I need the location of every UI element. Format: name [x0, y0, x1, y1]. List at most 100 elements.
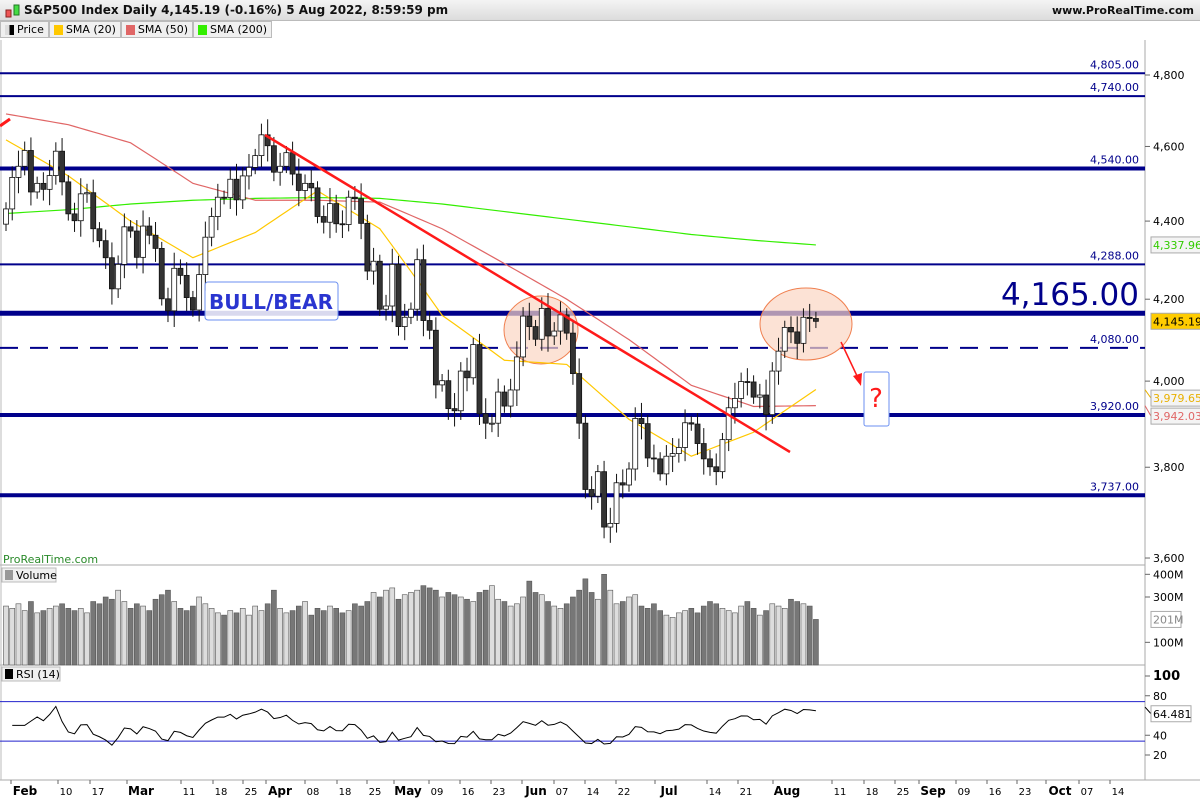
volume-bar — [638, 605, 645, 666]
volume-bar — [482, 589, 489, 666]
volume-bar — [34, 612, 40, 666]
volume-bar — [806, 605, 813, 666]
rsi-swatch — [5, 669, 13, 679]
volume-bar — [177, 608, 184, 666]
volume-bar — [221, 614, 227, 666]
candle-up — [513, 356, 520, 391]
volume-bar — [676, 612, 682, 666]
x-tick-label: May — [394, 784, 422, 798]
candles-icon — [5, 4, 20, 18]
volume-bar — [376, 596, 383, 666]
volume-bar — [451, 594, 458, 666]
rsi-tick-label: 80 — [1153, 690, 1167, 703]
question-mark: ? — [869, 384, 883, 414]
volume-bar — [202, 603, 209, 666]
x-tick-label: 17 — [92, 787, 105, 798]
candle-down — [482, 413, 489, 424]
candle-up — [277, 165, 284, 173]
x-tick-label: 09 — [958, 787, 971, 798]
candle-up — [507, 389, 514, 407]
sma200-line — [5, 196, 816, 246]
legend-sma50[interactable]: SMA (50) — [120, 21, 193, 38]
candle-down — [644, 423, 651, 459]
volume-bar — [40, 610, 47, 666]
candle-up — [227, 178, 234, 198]
volume-bar — [308, 614, 315, 666]
volume-bar — [115, 589, 121, 666]
volume-bar — [9, 608, 16, 666]
candle-down — [476, 344, 483, 415]
volume-bar — [700, 605, 707, 666]
candle-up — [551, 330, 558, 337]
x-tick-label: Jun — [524, 784, 547, 798]
candle-down — [638, 418, 645, 425]
candle-down — [146, 225, 153, 236]
volume-bar — [781, 608, 788, 666]
x-tick-label: 08 — [307, 787, 320, 798]
volume-bar — [657, 610, 663, 666]
volume-bar — [576, 589, 582, 666]
candle-down — [158, 248, 165, 300]
volume-bar — [196, 596, 202, 666]
candle-down — [71, 213, 78, 222]
candle-down — [794, 331, 801, 344]
volume-bar — [582, 578, 589, 666]
volume-bar — [158, 594, 165, 666]
y-tick-label: 4,200 — [1153, 293, 1185, 306]
candle-down — [788, 327, 794, 333]
volume-bar — [15, 603, 22, 666]
candle-up — [46, 175, 53, 190]
level-label: 4,080.00 — [1090, 333, 1139, 346]
candle-down — [376, 260, 383, 310]
level-label: 4,540.00 — [1090, 154, 1139, 167]
big-level-label: 4,165.00 — [1001, 277, 1139, 313]
volume-bar — [445, 592, 452, 666]
volume-bar — [53, 605, 59, 666]
legend-price[interactable]: Price — [0, 21, 49, 38]
candle-down — [289, 152, 296, 175]
candle-up — [682, 422, 688, 448]
volume-bar — [769, 603, 776, 666]
volume-bar — [401, 594, 408, 666]
sma20-value-connector — [1144, 389, 1152, 399]
sma200-swatch — [198, 24, 207, 35]
volume-bar — [551, 605, 558, 666]
volume-bar — [464, 598, 470, 666]
candle-up — [370, 260, 377, 272]
volume-bar — [545, 601, 551, 666]
legend-sma200[interactable]: SMA (200) — [193, 21, 273, 38]
volume-bar — [352, 603, 358, 666]
candle-up — [34, 182, 41, 193]
volume-bar — [813, 619, 819, 666]
candle-down — [233, 178, 240, 201]
candle-up — [775, 350, 782, 372]
volume-bar — [439, 596, 445, 666]
candle-down — [152, 234, 159, 249]
sma50-line — [5, 113, 816, 408]
volume-bar — [707, 601, 713, 666]
volume-bar — [414, 589, 420, 666]
candle-up — [800, 316, 807, 344]
volume-bar — [682, 610, 688, 666]
site-link[interactable]: www.ProRealTime.com — [1051, 4, 1194, 17]
legend-sma20[interactable]: SMA (20) — [48, 21, 121, 38]
candle-up — [84, 192, 90, 195]
volume-bar — [152, 598, 159, 666]
candle-up — [781, 327, 788, 352]
volume-bar — [339, 612, 346, 666]
volume-bar — [28, 601, 34, 666]
candle-down — [221, 196, 227, 199]
x-tick-label: Oct — [1048, 784, 1071, 798]
volume-bar — [489, 585, 495, 666]
sma50-value: 3,942.03 — [1153, 410, 1200, 423]
candle-up — [613, 482, 620, 524]
volume-bar — [632, 594, 639, 666]
volume-bar — [476, 592, 483, 666]
volume-bar — [433, 589, 439, 666]
x-tick-label: 18 — [215, 787, 228, 798]
volume-bar — [358, 605, 364, 666]
candle-down — [688, 422, 695, 425]
title-bar: S&P500 Index Daily 4,145.19 (-0.16%) 5 A… — [0, 0, 1200, 21]
legend-label: SMA (200) — [210, 23, 268, 36]
